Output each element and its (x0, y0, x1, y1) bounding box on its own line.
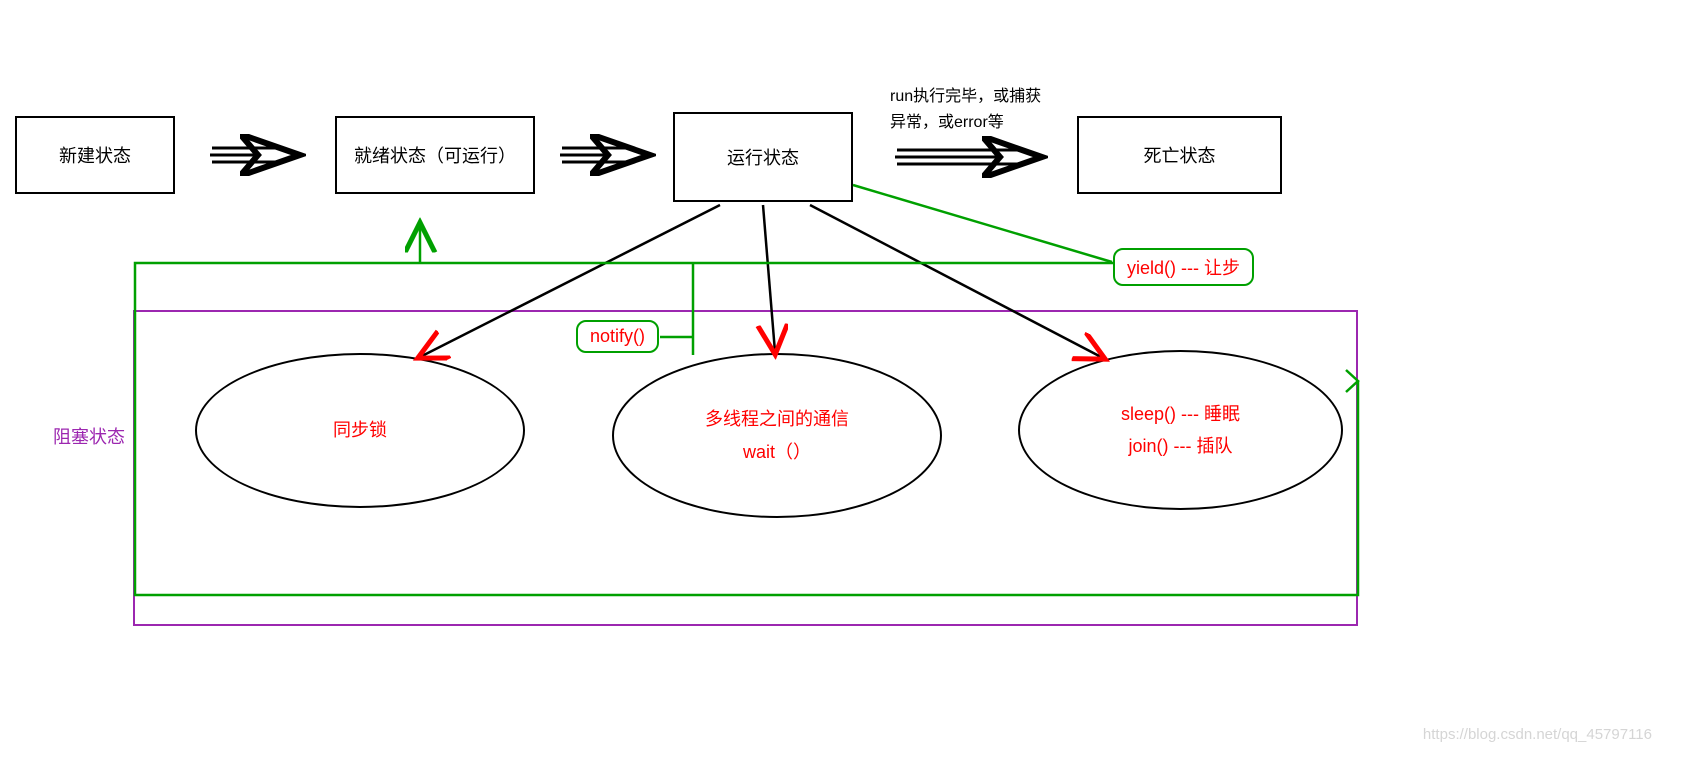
notify-text: notify() (590, 326, 645, 346)
run-done-line2: 异常，或error等 (890, 110, 1041, 136)
sleep-join-ellipse: sleep() --- 睡眠 join() --- 插队 (1018, 350, 1343, 510)
yield-text: yield() --- 让步 (1127, 258, 1240, 278)
sleep-line: sleep() --- 睡眠 (1121, 398, 1240, 430)
comm-line2: wait（） (743, 436, 811, 468)
sync-lock-label: 同步锁 (333, 414, 387, 446)
dead-state-box: 死亡状态 (1077, 116, 1282, 194)
ready-state-label: 就绪状态（可运行） (354, 142, 516, 168)
dead-state-label: 死亡状态 (1144, 142, 1216, 168)
run-done-line1: run执行完毕，或捕获 (890, 84, 1041, 110)
ready-state-box: 就绪状态（可运行） (335, 116, 535, 194)
comm-line1: 多线程之间的通信 (705, 403, 849, 435)
comm-ellipse: 多线程之间的通信 wait（） (612, 353, 942, 518)
new-state-label: 新建状态 (59, 142, 131, 168)
run-done-label: run执行完毕，或捕获 异常，或error等 (890, 84, 1041, 135)
watermark: https://blog.csdn.net/qq_45797116 (1423, 726, 1652, 743)
join-line: join() --- 插队 (1129, 430, 1233, 462)
blocked-label: 阻塞状态 (53, 423, 125, 449)
running-state-label: 运行状态 (727, 144, 799, 170)
running-state-box: 运行状态 (673, 112, 853, 202)
notify-badge: notify() (576, 320, 659, 353)
new-state-box: 新建状态 (15, 116, 175, 194)
yield-badge: yield() --- 让步 (1113, 248, 1254, 286)
sync-lock-ellipse: 同步锁 (195, 353, 525, 508)
